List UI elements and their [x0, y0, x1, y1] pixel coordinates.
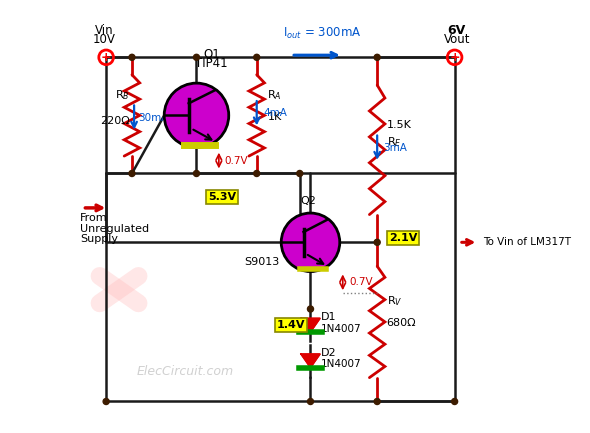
Text: 3mA: 3mA: [384, 142, 408, 153]
Text: R$_E$: R$_E$: [386, 136, 401, 149]
Circle shape: [451, 398, 458, 404]
Circle shape: [307, 398, 313, 404]
Text: From: From: [80, 213, 108, 223]
Text: 1K: 1K: [267, 112, 281, 122]
Text: ElecCircuit.com: ElecCircuit.com: [136, 365, 234, 378]
Text: Vin: Vin: [94, 24, 113, 37]
Text: 0.7V: 0.7V: [349, 277, 373, 288]
Text: I$_{out}$ = 300mA: I$_{out}$ = 300mA: [283, 26, 361, 41]
Text: +: +: [101, 51, 112, 64]
Circle shape: [254, 171, 260, 177]
Text: 2.1V: 2.1V: [389, 233, 417, 243]
Text: Unregulated: Unregulated: [80, 223, 149, 233]
Text: S9013: S9013: [244, 257, 279, 267]
Circle shape: [297, 171, 303, 177]
Text: D1: D1: [321, 312, 337, 322]
Text: R$_A$: R$_A$: [267, 88, 282, 102]
Circle shape: [374, 239, 380, 246]
Text: D2: D2: [321, 348, 337, 358]
Circle shape: [194, 54, 199, 60]
Circle shape: [374, 54, 380, 60]
Text: 30mA: 30mA: [139, 113, 169, 123]
Text: To Vin of LM317T: To Vin of LM317T: [483, 237, 571, 247]
Polygon shape: [301, 354, 320, 368]
Text: +: +: [450, 51, 460, 64]
Text: 4mA: 4mA: [263, 108, 287, 118]
Text: 1N4007: 1N4007: [321, 359, 362, 369]
Circle shape: [307, 306, 313, 312]
Circle shape: [254, 54, 260, 60]
Text: R$_B$: R$_B$: [115, 88, 130, 102]
Circle shape: [281, 213, 340, 271]
Text: 1N4007: 1N4007: [321, 323, 362, 333]
Text: 1.5K: 1.5K: [386, 120, 411, 130]
Text: 0.7V: 0.7V: [224, 155, 248, 165]
Circle shape: [103, 398, 109, 404]
Text: R$_V$: R$_V$: [386, 295, 402, 308]
Circle shape: [129, 54, 135, 60]
Text: 1.4V: 1.4V: [277, 320, 306, 330]
Text: Supply: Supply: [80, 234, 119, 244]
Text: 220Ω: 220Ω: [100, 116, 130, 126]
Polygon shape: [301, 318, 320, 332]
Circle shape: [194, 171, 199, 177]
Circle shape: [164, 83, 229, 148]
Text: Q1: Q1: [203, 47, 220, 60]
Text: Q2: Q2: [300, 197, 316, 207]
Text: Vout: Vout: [444, 33, 470, 46]
Text: TIP41: TIP41: [195, 57, 228, 70]
Circle shape: [129, 171, 135, 177]
Circle shape: [374, 398, 380, 404]
Text: 6V: 6V: [448, 24, 466, 37]
Text: 680Ω: 680Ω: [386, 318, 417, 328]
Text: 5.3V: 5.3V: [208, 192, 237, 202]
Text: 10V: 10V: [93, 33, 116, 46]
